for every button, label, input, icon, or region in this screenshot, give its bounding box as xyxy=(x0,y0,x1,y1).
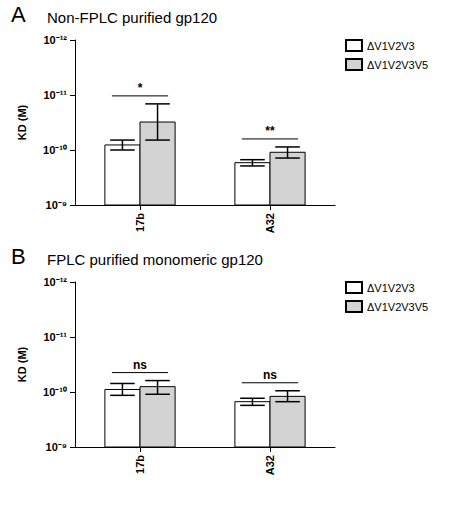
svg-text:KD (M): KD (M) xyxy=(16,346,28,382)
svg-text:10⁻¹¹: 10⁻¹¹ xyxy=(43,331,67,343)
svg-text:10⁻⁹: 10⁻⁹ xyxy=(46,441,67,453)
svg-text:ΔV1V2V3: ΔV1V2V3 xyxy=(367,40,415,52)
svg-text:10⁻¹²: 10⁻¹² xyxy=(43,276,67,288)
svg-text:17b: 17b xyxy=(134,455,146,474)
svg-text:Non-FPLC purified gp120: Non-FPLC purified gp120 xyxy=(47,9,217,26)
svg-text:10⁻¹⁰: 10⁻¹⁰ xyxy=(43,386,67,398)
svg-text:10⁻¹¹: 10⁻¹¹ xyxy=(43,89,67,101)
svg-text:FPLC purified monomeric gp120: FPLC purified monomeric gp120 xyxy=(47,251,263,268)
svg-text:10⁻⁹: 10⁻⁹ xyxy=(46,199,67,211)
svg-text:10⁻¹⁰: 10⁻¹⁰ xyxy=(43,144,67,156)
svg-text:ΔV1V2V3V5: ΔV1V2V3V5 xyxy=(367,59,428,71)
svg-text:ns: ns xyxy=(263,368,277,382)
svg-text:*: * xyxy=(138,81,143,95)
svg-text:ΔV1V2V3V5: ΔV1V2V3V5 xyxy=(367,301,428,313)
svg-text:A32: A32 xyxy=(264,213,276,233)
svg-text:ΔV1V2V3: ΔV1V2V3 xyxy=(367,282,415,294)
svg-text:KD (M): KD (M) xyxy=(16,104,28,140)
svg-text:10⁻¹²: 10⁻¹² xyxy=(43,34,67,46)
svg-text:**: ** xyxy=(265,124,275,138)
svg-text:B: B xyxy=(11,244,26,269)
svg-text:A32: A32 xyxy=(264,455,276,475)
svg-text:A: A xyxy=(11,2,26,27)
svg-text:ns: ns xyxy=(133,358,147,372)
svg-text:17b: 17b xyxy=(134,213,146,232)
